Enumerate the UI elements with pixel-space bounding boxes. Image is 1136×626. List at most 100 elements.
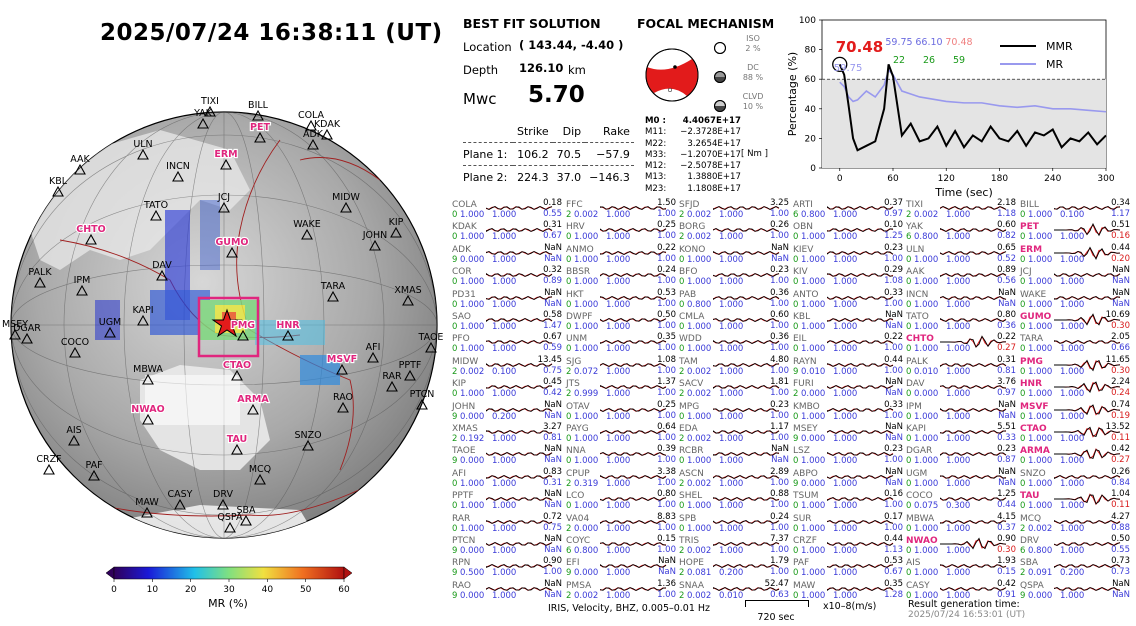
station-weight: 0.192: [460, 434, 485, 444]
station-weight: 1.000: [914, 590, 939, 601]
station-weight: 1.000: [914, 568, 939, 579]
station-name: LSZ: [793, 446, 810, 457]
station-fit-value: 0.81: [543, 433, 562, 443]
station-flag: 0: [1020, 254, 1026, 265]
station-weight: 1.000: [914, 344, 939, 355]
station-flag: 0: [793, 232, 799, 243]
moment-tensor-list: M0 :4.4067E+17 M11: −2.3728E+17 M22: 3.2654E…: [645, 116, 741, 195]
station-factor: 1.000: [1060, 366, 1085, 377]
station-fit-value: 1.00: [770, 567, 789, 578]
station-label: SBA: [236, 505, 256, 516]
station-name: DRV: [1020, 536, 1039, 546]
station-label: KDAK: [314, 119, 341, 130]
station-name: SNZO: [1020, 468, 1046, 479]
station-fit-value: 1.00: [770, 522, 789, 533]
station-amp-ratio: NaN: [885, 466, 903, 477]
station-flag: 2: [566, 210, 572, 220]
waveform-plot: [940, 537, 1007, 550]
station-name: OBN: [793, 222, 813, 233]
station-weight: 1.000: [1028, 434, 1053, 444]
station-amp-ratio: 1.79: [770, 556, 789, 567]
station-name: SBA: [1020, 558, 1039, 569]
station-cell: BFO 0.23 1.00 0 1.000 1.000: [679, 265, 793, 288]
station-weight: 1.000: [1028, 411, 1053, 422]
station-name: DWPF: [566, 312, 593, 322]
plane-1-strike: 106.2: [517, 147, 549, 161]
station-name: CMLA: [679, 312, 705, 322]
station-factor: 1.000: [492, 434, 517, 444]
station-label: DGAR: [13, 323, 41, 334]
station-label: IPM: [74, 275, 91, 286]
waveform-plot: [827, 564, 894, 569]
station-name: KIEV: [793, 244, 814, 255]
station-amp-ratio: NaN: [771, 444, 789, 455]
station-name: TATO: [906, 312, 929, 322]
y-tick-label: 0: [810, 164, 816, 174]
station-weight: 1.000: [1028, 389, 1053, 400]
station-amp-ratio: 2.89: [770, 466, 789, 477]
station-amp-ratio: 0.73: [1111, 556, 1130, 567]
station-factor: 1.000: [946, 411, 971, 422]
station-weight: 1.000: [687, 501, 712, 512]
station-amp-ratio: 0.24: [657, 265, 676, 276]
station-cell: IPM NaN NaN 0 1.000 1.000: [906, 400, 1020, 423]
station-fit-value: 1.13: [884, 545, 903, 555]
station-amp-ratio: 3.38: [657, 466, 676, 477]
station-fit-value: 1.00: [884, 298, 903, 309]
station-triangle-icon: [137, 148, 149, 160]
mw-label: Mwc: [463, 90, 497, 108]
station-fit-value: 0.19: [1111, 410, 1130, 421]
legend-label: MR: [1046, 58, 1063, 71]
station-cell: DAV 3.76 0.97 0 0.000 1.000: [906, 377, 1020, 400]
station-amp-ratio: 0.90: [997, 534, 1016, 544]
station-factor: 1.000: [833, 344, 858, 355]
station-amp-ratio: 0.42: [997, 578, 1016, 589]
station-amp-ratio: 3.27: [543, 422, 562, 432]
station-amp-ratio: 2.18: [997, 198, 1016, 208]
station-label: PPTF: [399, 360, 422, 371]
station-triangle-icon: [52, 185, 64, 197]
station-fit-value: 1.00: [543, 567, 562, 578]
station-cell: NWAO 0.90 0.30 0 1.000 1.000: [906, 534, 1020, 557]
station-weight: 1.000: [801, 277, 826, 288]
station-fit-value: 0.75: [543, 365, 562, 376]
station-fit-value: 1.00: [770, 276, 789, 287]
station-flag: 9: [452, 254, 458, 265]
station-factor: 1.000: [492, 299, 517, 310]
station-name: AFI: [452, 468, 466, 479]
station-label: MCQ: [249, 464, 271, 475]
station-cell: WDD 0.36 1.00 0 1.000 1.000: [679, 332, 793, 355]
station-factor: 1.000: [1060, 478, 1085, 489]
station-flag: 0: [906, 478, 912, 489]
component-ball-icon: [714, 42, 726, 54]
station-amp-ratio: NaN: [998, 466, 1016, 477]
component-ball-icon: [714, 100, 726, 112]
station-name: TIXI: [906, 200, 923, 210]
station-factor: 1.000: [719, 411, 744, 422]
station-amp-ratio: 0.42: [1111, 444, 1130, 455]
station-factor: 1.000: [833, 277, 858, 288]
waveform-plot: [486, 228, 553, 233]
station-name: HRV: [566, 222, 585, 233]
station-fit-value: 1.00: [770, 388, 789, 399]
station-triangle-icon: [231, 443, 243, 455]
colorbar-tick-label: 60: [338, 585, 350, 595]
station-fit-value: NaN: [1112, 298, 1130, 309]
station-fit-value: 0.88: [1111, 522, 1130, 533]
waveform-plot: [713, 295, 780, 300]
station-fit-value: 0.55: [1111, 545, 1130, 555]
station-factor: 1.000: [833, 501, 858, 512]
station-fit-value: 1.00: [657, 231, 676, 242]
station-flag: 0: [906, 434, 912, 444]
station-weight: 0.002: [687, 389, 712, 400]
y-tick-label: 100: [799, 16, 816, 26]
station-factor: 0.200: [719, 568, 744, 579]
station-factor: 1.000: [606, 590, 631, 601]
station-cell: KIEV 0.23 1.00 0 1.000 1.000: [793, 243, 907, 266]
station-weight: 0.002: [687, 478, 712, 489]
station-fit-value: 1.00: [770, 365, 789, 376]
station-triangle-icon: [402, 294, 414, 306]
generation-time: Result generation time: 2025/07/24 16:53…: [908, 599, 1025, 621]
station-name: KIV: [793, 267, 808, 278]
